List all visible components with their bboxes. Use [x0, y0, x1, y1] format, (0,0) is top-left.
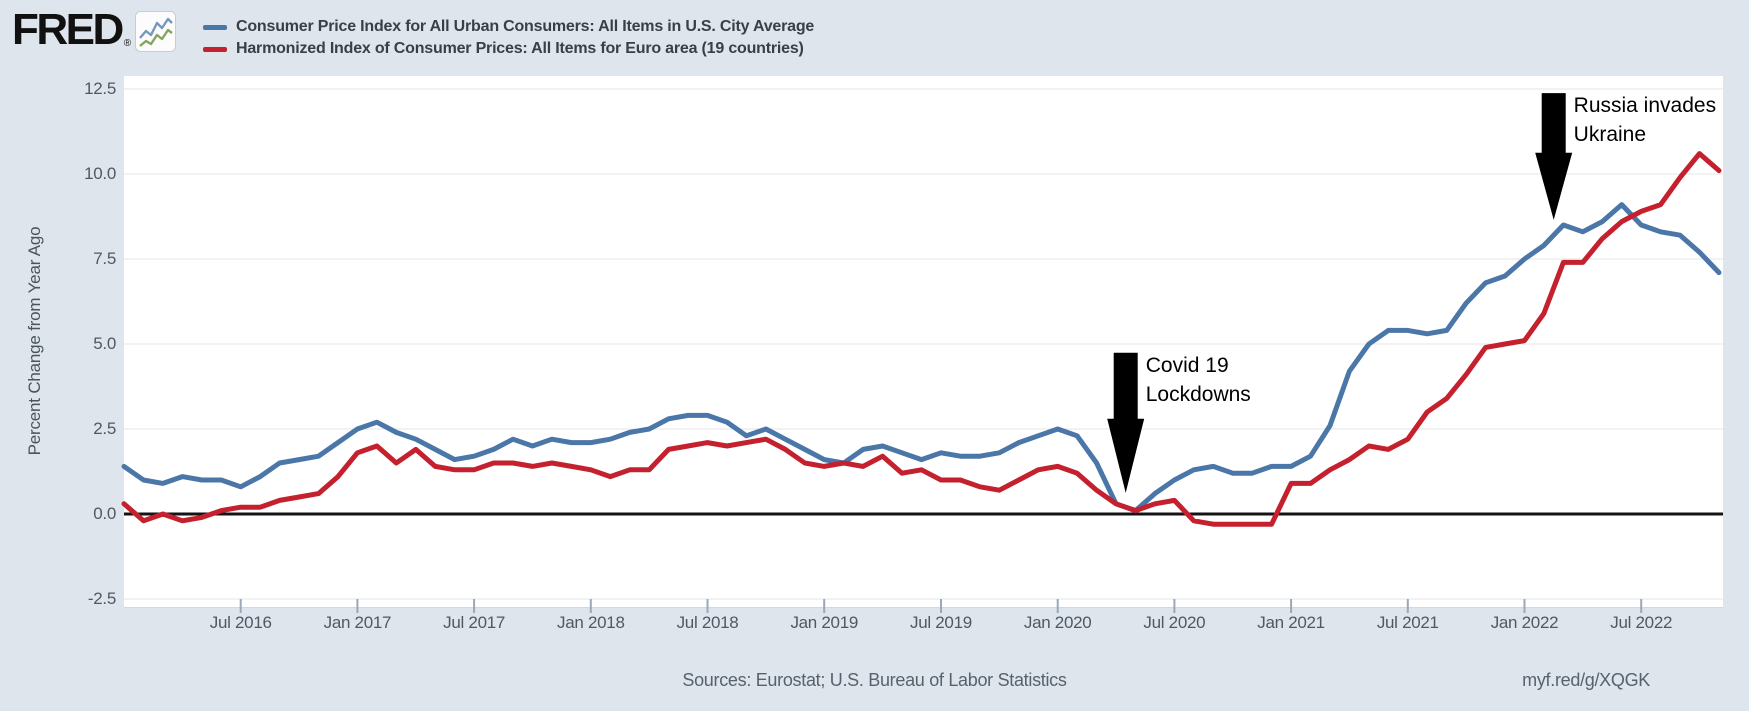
annotation-line: Lockdowns	[1145, 382, 1251, 406]
x-tick-label: Jul 2016	[209, 613, 272, 632]
legend-label-us-cpi: Consumer Price Index for All Urban Consu…	[236, 18, 815, 35]
fred-logo-text: FRED	[12, 5, 124, 54]
registered-mark: ®	[123, 38, 132, 49]
annotation-line: Russia invades	[1573, 94, 1717, 118]
legend-swatch-us-cpi	[203, 24, 227, 30]
chart-legend: Consumer Price Index for All Urban Consu…	[203, 16, 814, 60]
x-tick-label: Jul 2021	[1376, 613, 1439, 632]
annotation-arrow-0	[1107, 352, 1145, 493]
x-tick-label: Jul 2022	[1610, 613, 1673, 632]
y-tick-label: 10.0	[84, 164, 116, 183]
y-tick-label: -2.5	[87, 589, 116, 608]
y-tick-label: 12.5	[84, 79, 116, 98]
x-tick-label: Jan 2021	[1257, 613, 1325, 632]
chart-canvas	[121, 88, 1723, 613]
legend-label-euro-hicp: Harmonized Index of Consumer Prices: All…	[236, 40, 804, 57]
fred-logo: FRED ®	[12, 5, 177, 57]
x-tick-label: Jan 2017	[323, 613, 392, 632]
x-tick-label: Jan 2022	[1490, 613, 1559, 632]
y-tick-label: 2.5	[93, 419, 116, 438]
x-tick-label: Jan 2019	[790, 613, 859, 632]
x-tick-label: Jul 2019	[910, 613, 972, 632]
x-tick-label: Jan 2020	[1023, 613, 1092, 632]
y-tick-label: 0.0	[93, 504, 116, 523]
legend-item-us-cpi: Consumer Price Index for All Urban Consu…	[203, 16, 814, 38]
annotation-text-0: Covid 19 Lockdowns	[1146, 351, 1251, 409]
y-axis-title: Percent Change from Year Ago	[25, 226, 44, 456]
y-tick-label: 5.0	[93, 334, 116, 353]
legend-swatch-euro-hicp	[203, 46, 227, 52]
annotation-text-1: Russia invades Ukraine	[1574, 91, 1716, 149]
y-tick-label: 7.5	[93, 249, 116, 268]
annotation-arrow-1	[1535, 93, 1573, 220]
x-tick-label: Jul 2017	[443, 613, 506, 632]
x-tick-label: Jul 2018	[676, 613, 739, 632]
series-line-us-cpi	[121, 202, 1722, 514]
legend-item-euro-hicp: Harmonized Index of Consumer Prices: All…	[203, 38, 814, 60]
x-tick-label: Jan 2018	[557, 613, 625, 632]
series-line-euro-hicp	[121, 151, 1722, 527]
line-chart-icon	[135, 11, 177, 57]
fred-short-link[interactable]: myf.red/g/XQGK	[1522, 670, 1650, 690]
x-tick-label: Jul 2020	[1143, 613, 1206, 632]
annotation-line: Ukraine	[1573, 123, 1647, 147]
plot-area	[121, 76, 1723, 613]
sources-note: Sources: Eurostat; U.S. Bureau of Labor …	[682, 670, 1067, 690]
annotation-line: Covid 19	[1145, 353, 1229, 377]
